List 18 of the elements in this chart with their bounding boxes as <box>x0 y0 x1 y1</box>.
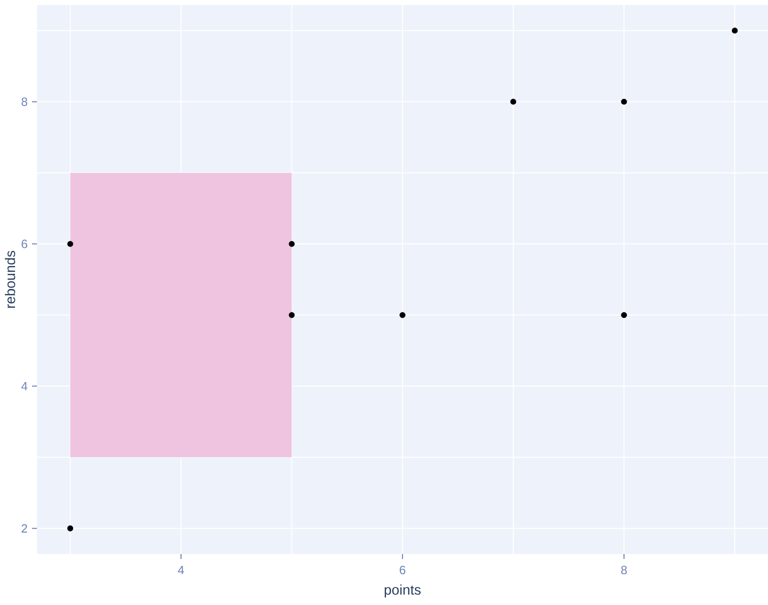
point <box>621 98 627 105</box>
y-tick-label: 4 <box>21 382 28 390</box>
point <box>510 98 516 105</box>
point <box>732 28 738 34</box>
point <box>67 240 74 247</box>
y-tick-label: 2 <box>22 524 28 533</box>
y-axis-title: rebounds <box>4 250 16 308</box>
x-tick-label: 6 <box>400 566 406 574</box>
point <box>621 312 627 318</box>
y-tick-label: 8 <box>22 97 28 106</box>
x-tick-label: 8 <box>621 566 627 574</box>
point <box>400 312 406 318</box>
x-axis-title: points <box>384 584 421 598</box>
x-tick-label: 4 <box>178 566 184 574</box>
point <box>288 312 295 318</box>
point <box>67 525 74 532</box>
y-tick-label: 6 <box>22 240 28 248</box>
point <box>288 240 295 247</box>
